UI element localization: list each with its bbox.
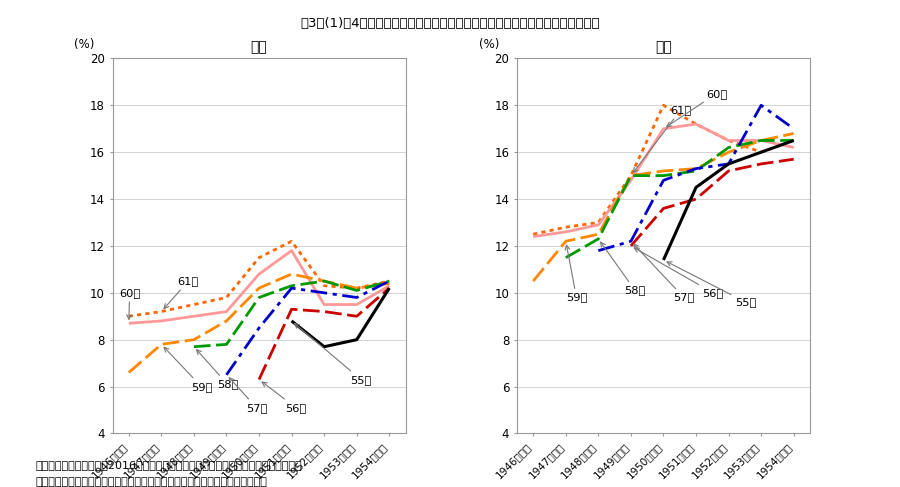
Text: 57歳: 57歳: [634, 244, 695, 302]
Text: 資料出所　山田・酒井（2016）「要介護の親と中高齢者の労働供給制約・収入減少」: 資料出所 山田・酒井（2016）「要介護の親と中高齢者の労働供給制約・収入減少」: [36, 460, 302, 470]
Text: （注）　慶應義塾大学経済学部山田篤裕教授にデータを提供いただき作成。: （注） 慶應義塾大学経済学部山田篤裕教授にデータを提供いただき作成。: [36, 477, 268, 487]
Text: (%): (%): [75, 38, 94, 51]
Text: 付3－(1)－4図　各歳で要介護の親族に対し自分が家族介護を提供している割合: 付3－(1)－4図 各歳で要介護の親族に対し自分が家族介護を提供している割合: [301, 17, 599, 30]
Text: 58歳: 58歳: [196, 350, 238, 389]
Text: 55歳: 55歳: [667, 262, 757, 307]
Text: 58歳: 58歳: [600, 242, 646, 296]
Text: 55歳: 55歳: [294, 323, 372, 385]
Text: 57歳: 57歳: [230, 378, 267, 412]
Text: 61歳: 61歳: [164, 276, 199, 309]
Text: 59歳: 59歳: [164, 347, 212, 392]
Title: 男性: 男性: [251, 40, 267, 55]
Text: 60歳: 60歳: [119, 288, 140, 319]
Text: 59歳: 59歳: [565, 245, 587, 302]
Text: 60歳: 60歳: [667, 89, 727, 127]
Text: 56歳: 56歳: [634, 248, 724, 298]
Text: (%): (%): [479, 38, 500, 51]
Title: 女性: 女性: [655, 40, 671, 55]
Text: 56歳: 56歳: [262, 382, 306, 412]
Text: 61歳: 61歳: [634, 105, 691, 172]
